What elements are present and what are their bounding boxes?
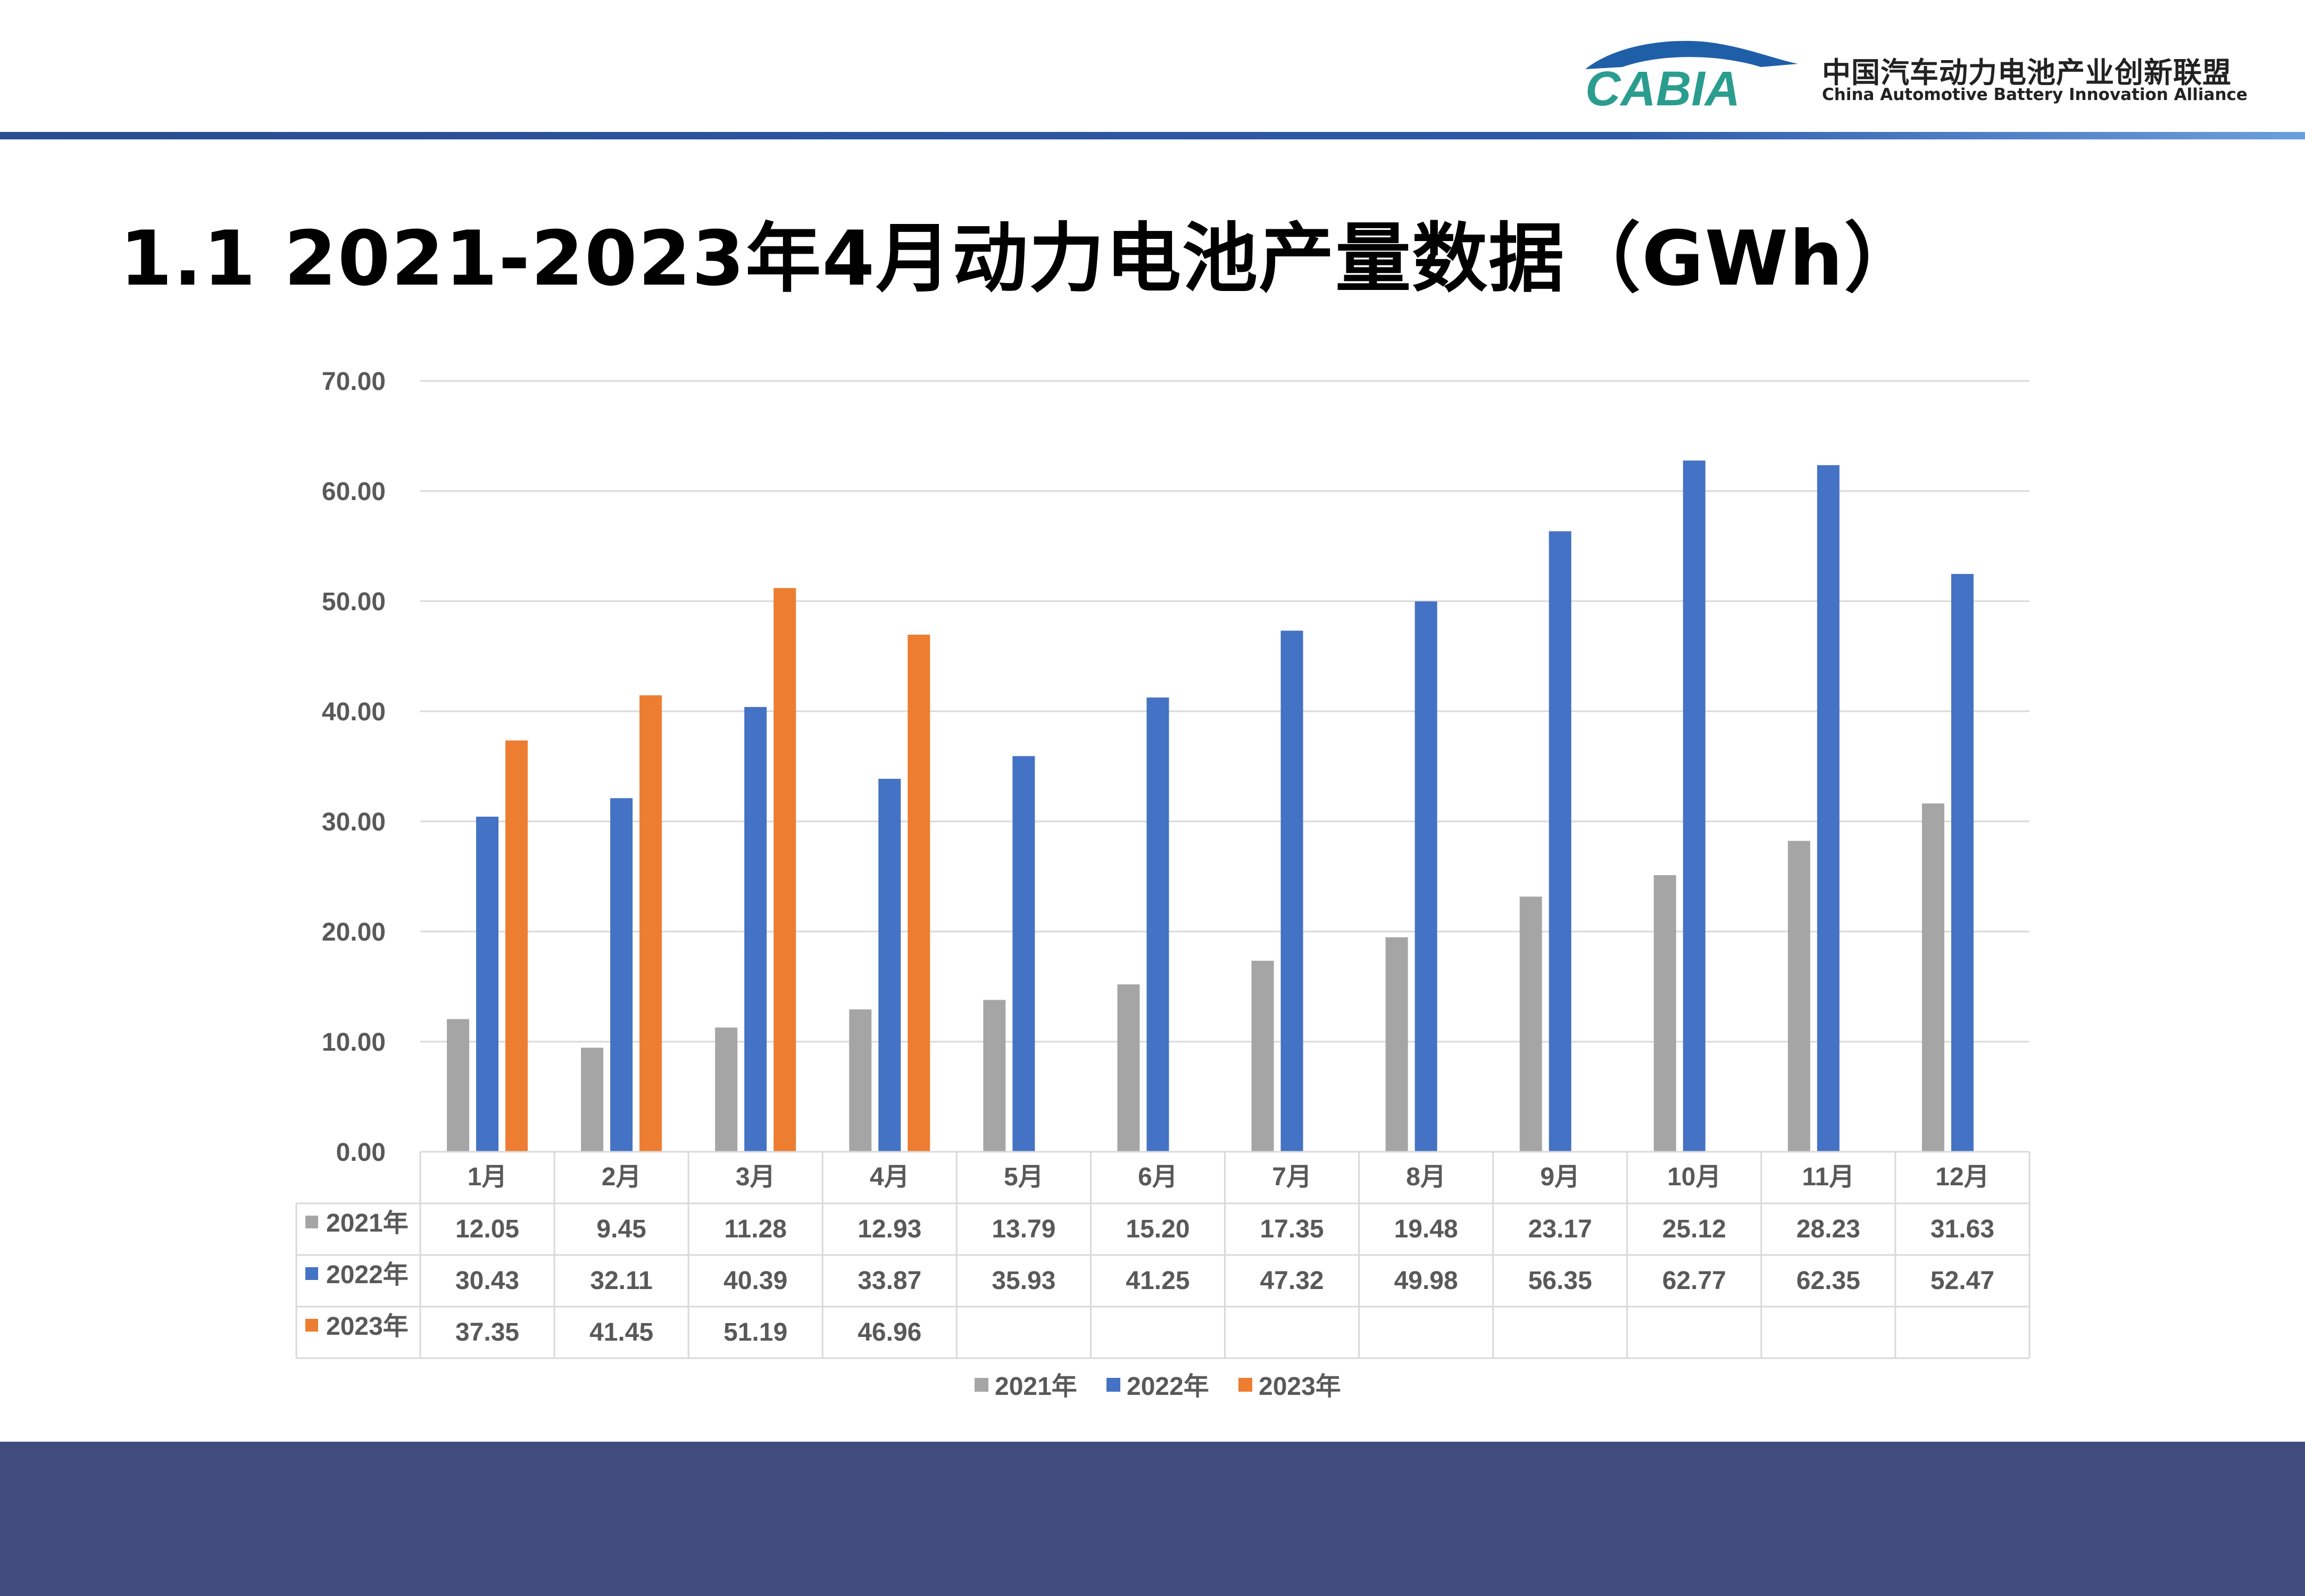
category-label: 1月 [468, 1163, 507, 1191]
table-value: 13.79 [992, 1215, 1055, 1243]
bar [1787, 841, 1810, 1152]
table-value: 47.32 [1260, 1267, 1324, 1295]
bar [1414, 601, 1437, 1152]
table-series-label: 2022年 [326, 1261, 409, 1289]
table-value: 12.93 [858, 1215, 921, 1243]
y-tick-label: 60.00 [322, 478, 386, 506]
bar [1921, 803, 1944, 1152]
table-value: 62.35 [1796, 1267, 1860, 1295]
bar [773, 588, 796, 1152]
y-tick-label: 10.00 [322, 1028, 386, 1057]
table-value: 41.45 [589, 1318, 653, 1346]
table-value: 40.39 [723, 1267, 787, 1295]
bar [447, 1019, 470, 1152]
table-value: 49.98 [1394, 1267, 1458, 1295]
bar [610, 798, 633, 1152]
legend-label: 2021年 [995, 1373, 1077, 1401]
category-label: 3月 [736, 1163, 776, 1191]
table-value: 33.87 [858, 1267, 921, 1295]
bar [581, 1048, 604, 1152]
bar [1653, 875, 1676, 1152]
bar [1519, 896, 1542, 1152]
bar [1683, 460, 1705, 1152]
logo-name-en: China Automotive Battery Innovation Alli… [1822, 85, 2248, 104]
bar [1549, 531, 1571, 1152]
bar [1146, 697, 1169, 1152]
table-series-swatch [305, 1267, 318, 1280]
y-tick-label: 50.00 [322, 588, 386, 616]
table-series-label: 2023年 [326, 1312, 409, 1341]
table-value: 25.12 [1662, 1215, 1726, 1243]
table-series-label: 2021年 [326, 1209, 409, 1237]
legend-swatch [975, 1378, 988, 1392]
category-label: 7月 [1272, 1163, 1312, 1191]
table-value: 46.96 [858, 1318, 921, 1346]
y-tick-label: 30.00 [322, 808, 386, 836]
bar [639, 695, 662, 1152]
table-value: 31.63 [1930, 1215, 1994, 1243]
table-value: 28.23 [1796, 1215, 1860, 1243]
bar [1280, 630, 1303, 1152]
y-tick-label: 70.00 [322, 368, 386, 396]
table-value: 32.11 [590, 1267, 652, 1295]
category-label: 5月 [1004, 1163, 1044, 1191]
table-value: 23.17 [1528, 1215, 1592, 1243]
table-value: 62.77 [1662, 1267, 1726, 1295]
table-value: 35.93 [992, 1267, 1055, 1295]
table-value: 9.45 [596, 1215, 646, 1243]
page-title: 1.1 2021-2023年4月动力电池产量数据（GWh） [120, 215, 1921, 303]
category-label: 11月 [1802, 1163, 1855, 1191]
svg-text:CABIA: CABIA [1585, 62, 1740, 116]
bar [908, 634, 930, 1152]
bar [1012, 756, 1035, 1152]
bar [849, 1009, 872, 1152]
footer-band [0, 1442, 2305, 1596]
bar [1117, 984, 1140, 1152]
category-label: 8月 [1406, 1163, 1446, 1191]
table-value: 17.35 [1260, 1215, 1324, 1243]
bar [878, 778, 901, 1152]
bar [983, 1000, 1006, 1152]
table-value: 41.25 [1126, 1267, 1189, 1295]
y-tick-label: 40.00 [322, 698, 386, 726]
category-label: 2月 [602, 1163, 642, 1191]
table-value: 11.28 [724, 1215, 786, 1243]
header-rule [0, 132, 2305, 139]
cabia-logo-mark: CABIA [1585, 40, 1798, 116]
category-label: 10月 [1667, 1163, 1721, 1191]
y-tick-label: 0.00 [336, 1138, 386, 1167]
table-value: 15.20 [1126, 1215, 1189, 1243]
cabia-logo: CABIA 中国汽车动力电池产业创新联盟 China Automotive Ba… [1575, 32, 2248, 117]
table-value: 51.19 [723, 1318, 787, 1346]
bar [505, 740, 528, 1152]
table-value: 19.48 [1394, 1215, 1458, 1243]
table-value: 12.05 [455, 1215, 519, 1243]
logo-name-cn: 中国汽车动力电池产业创新联盟 [1822, 56, 2232, 89]
legend-swatch [1106, 1378, 1120, 1392]
table-value: 30.43 [455, 1267, 519, 1295]
bar [744, 706, 767, 1152]
table-value: 37.35 [455, 1318, 519, 1346]
category-label: 12月 [1935, 1163, 1989, 1191]
category-label: 9月 [1540, 1163, 1580, 1191]
category-label: 4月 [870, 1163, 910, 1191]
bar [1817, 465, 1840, 1152]
category-label: 6月 [1138, 1163, 1178, 1191]
y-tick-label: 20.00 [322, 918, 386, 946]
bar [1951, 573, 1974, 1152]
legend-label: 2023年 [1259, 1373, 1341, 1401]
bar [715, 1027, 738, 1152]
legend-label: 2022年 [1127, 1373, 1209, 1401]
table-series-swatch [305, 1216, 318, 1228]
legend-swatch [1238, 1378, 1252, 1392]
production-chart: 0.00 10.00 20.00 30.00 40.00 50.00 60.00 70.00 1… [295, 368, 2031, 1401]
bar [1251, 960, 1274, 1152]
table-value: 56.35 [1528, 1267, 1592, 1295]
table-value: 52.47 [1930, 1267, 1994, 1295]
bar [1385, 937, 1408, 1152]
table-series-swatch [305, 1319, 318, 1332]
bar [476, 817, 499, 1152]
